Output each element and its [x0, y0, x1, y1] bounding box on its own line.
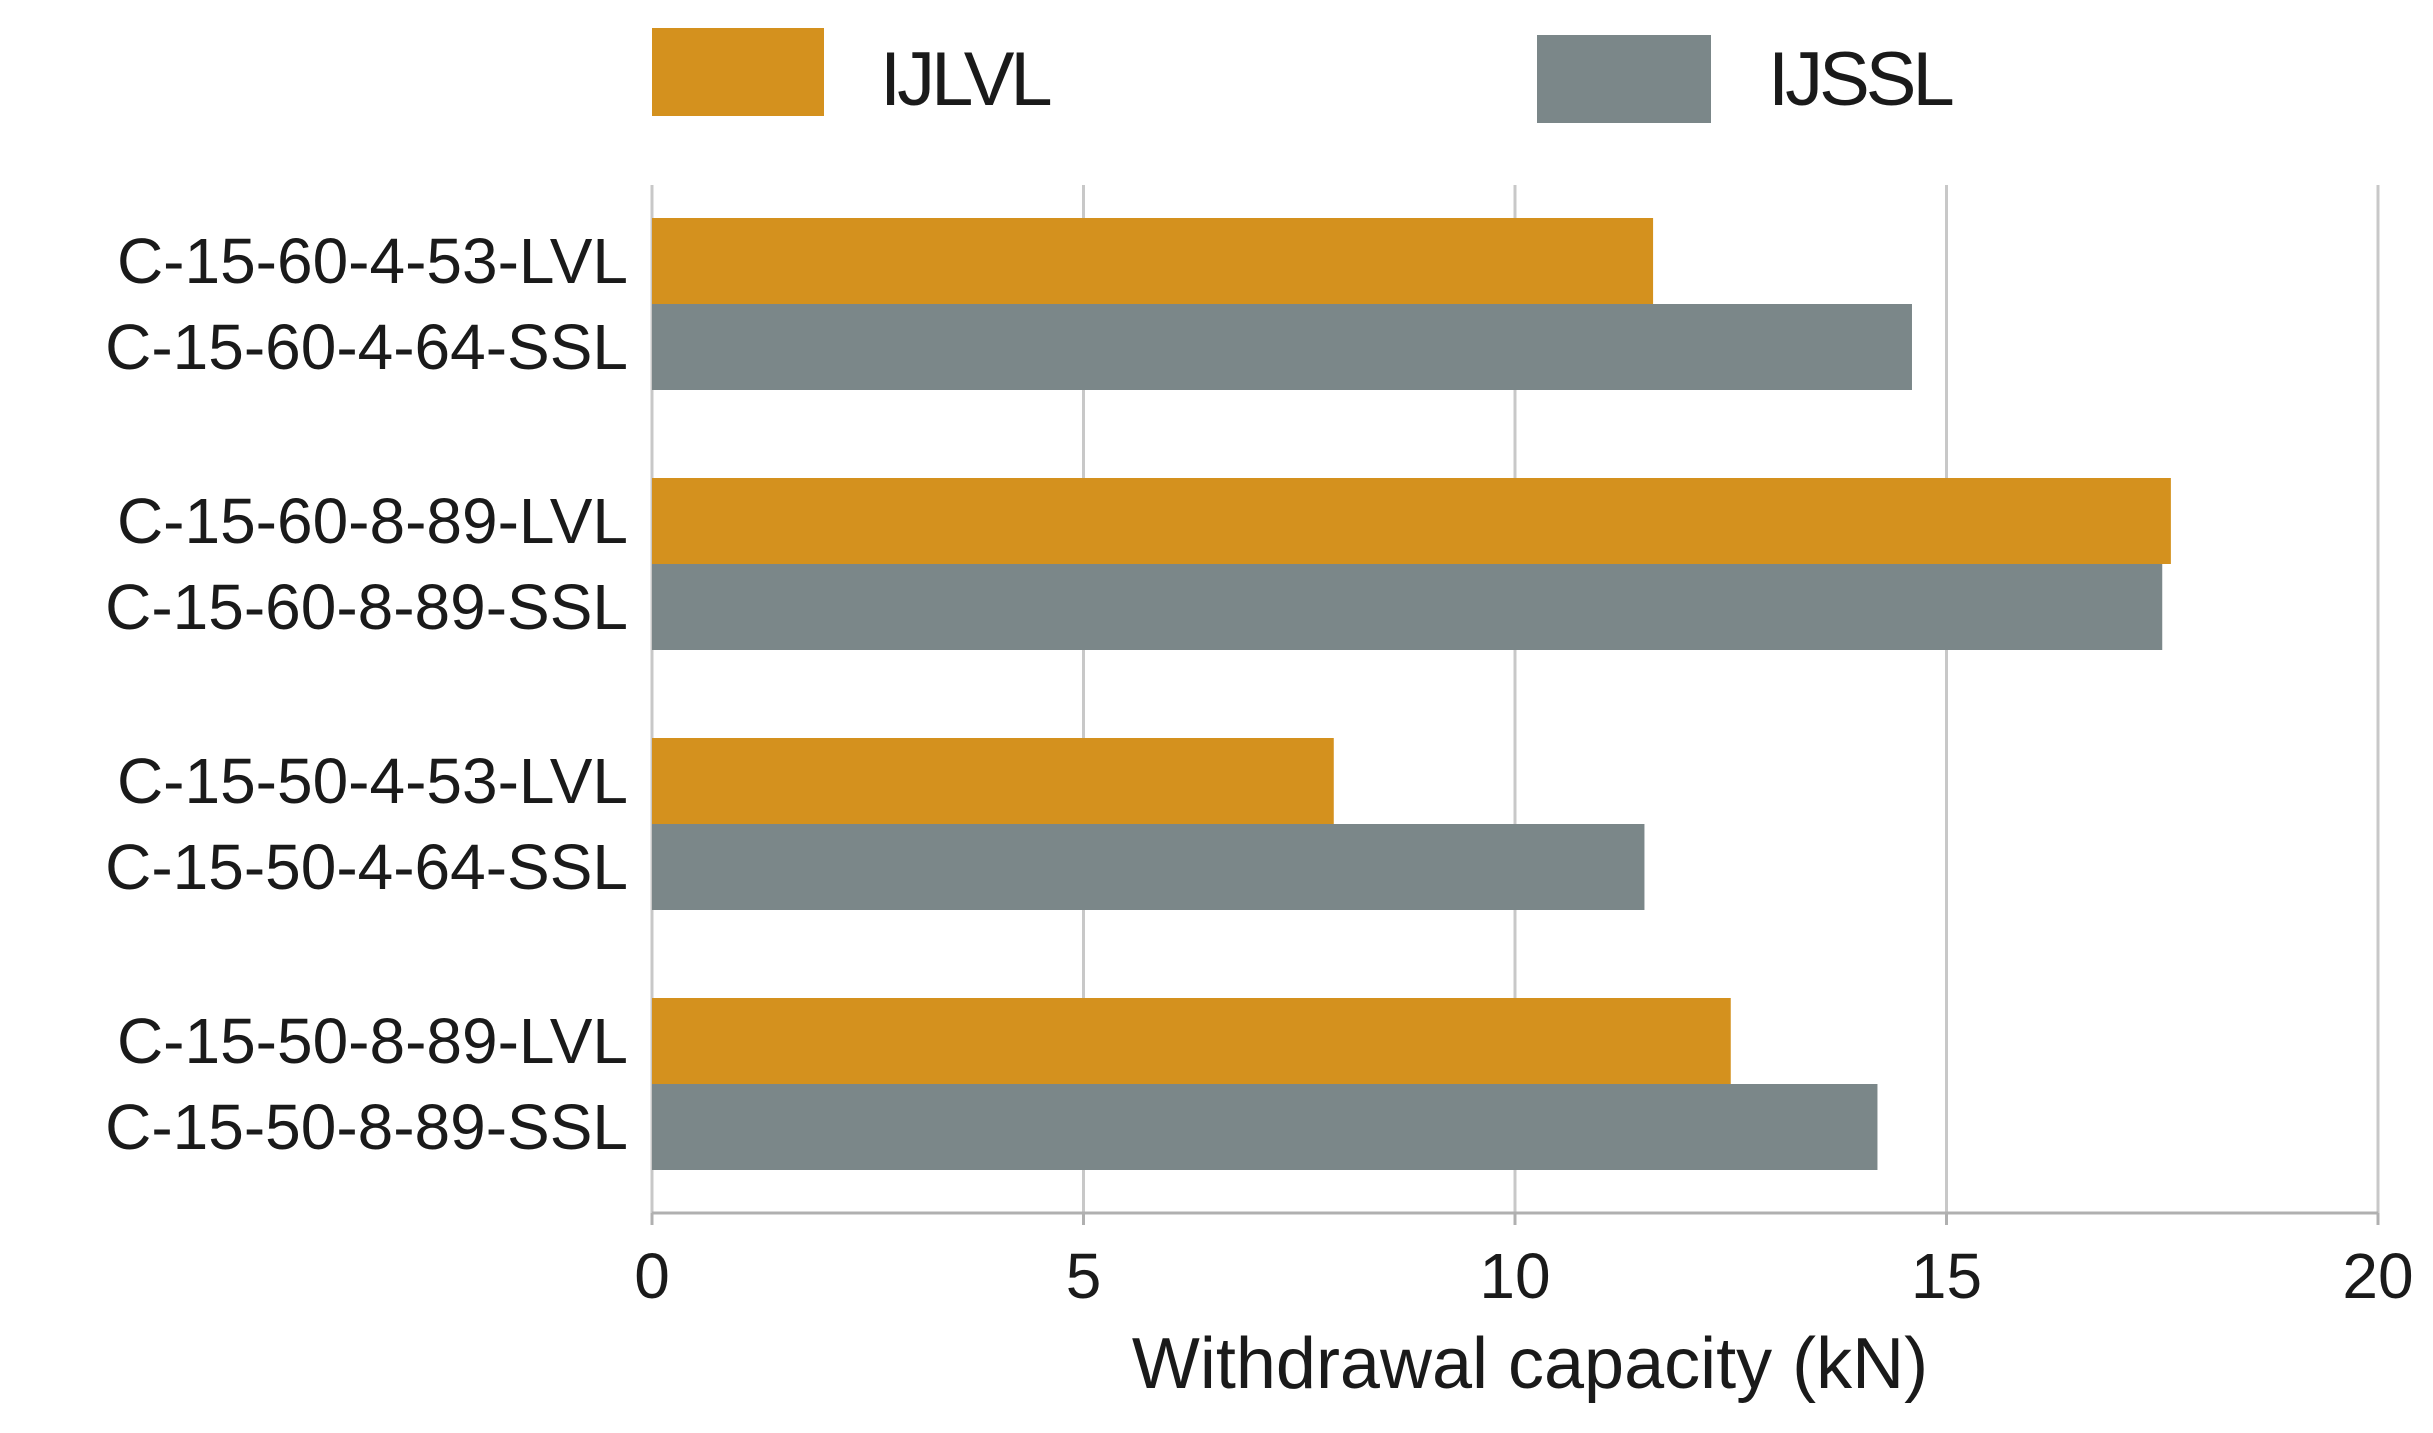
- category-label-c-15-60-4-64-ssl: C-15-60-4-64-SSL: [105, 311, 628, 383]
- bar-c-15-60-4-53-lvl: [652, 218, 1654, 304]
- bar-c-15-50-4-64-ssl: [652, 824, 1645, 910]
- x-tick-label-5: 5: [1066, 1240, 1102, 1312]
- x-tick-label-10: 10: [1479, 1240, 1550, 1312]
- category-label-c-15-60-8-89-lvl: C-15-60-8-89-LVL: [117, 485, 628, 557]
- category-label-c-15-50-8-89-ssl: C-15-50-8-89-SSL: [105, 1091, 628, 1163]
- bar-c-15-60-8-89-ssl: [652, 564, 2163, 650]
- category-label-c-15-60-8-89-ssl: C-15-60-8-89-SSL: [105, 571, 628, 643]
- legend-label-ijlvl: IJLVL: [880, 37, 1050, 122]
- category-labels: C-15-60-4-53-LVL C-15-60-4-64-SSL C-15-60-…: [105, 225, 628, 1163]
- bar-c-15-50-8-89-lvl: [652, 998, 1731, 1084]
- bar-c-15-50-8-89-ssl: [652, 1084, 1878, 1170]
- legend-swatch-ijssl: [1537, 35, 1711, 123]
- category-label-c-15-50-4-64-ssl: C-15-50-4-64-SSL: [105, 831, 628, 903]
- legend-swatch-ijlvl: [652, 28, 824, 116]
- bar-c-15-50-4-53-lvl: [652, 738, 1334, 824]
- x-axis-title: Withdrawal capacity (kN): [1132, 1324, 1928, 1404]
- x-tick-label-20: 20: [2342, 1240, 2413, 1312]
- category-label-c-15-60-4-53-lvl: C-15-60-4-53-LVL: [117, 225, 628, 297]
- bar-c-15-60-4-64-ssl: [652, 304, 1912, 390]
- legend: IJLVL IJSSL: [652, 28, 1956, 123]
- category-label-c-15-50-4-53-lvl: C-15-50-4-53-LVL: [117, 745, 628, 817]
- bars: [652, 218, 2171, 1170]
- legend-label-ijssl: IJSSL: [1768, 37, 1952, 122]
- category-label-c-15-50-8-89-lvl: C-15-50-8-89-LVL: [117, 1005, 628, 1077]
- x-axis: 0 5 10 15 20: [634, 1211, 2414, 1312]
- x-tick-label-0: 0: [634, 1240, 670, 1312]
- x-tick-label-15: 15: [1911, 1240, 1982, 1312]
- bar-c-15-60-8-89-lvl: [652, 478, 2171, 564]
